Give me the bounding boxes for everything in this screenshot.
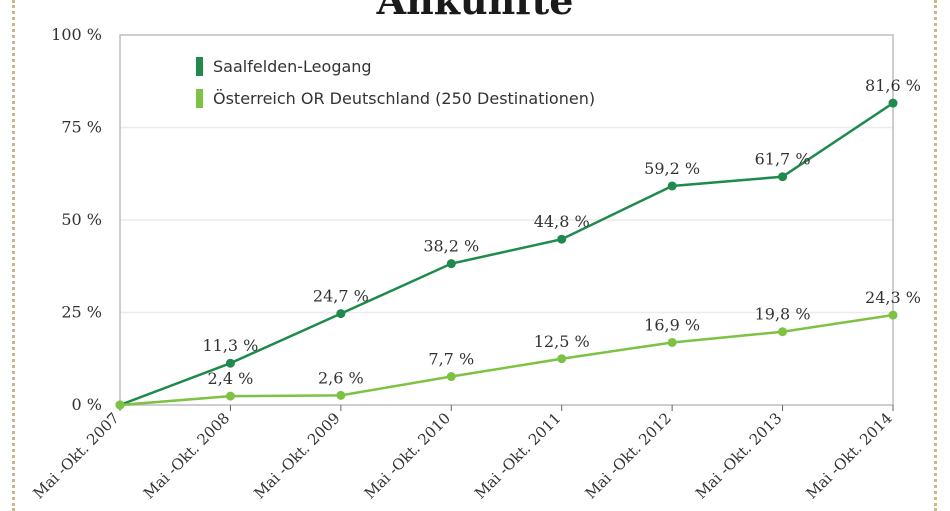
data-label: 81,6 % xyxy=(865,76,921,95)
data-point xyxy=(115,400,125,410)
y-tick-label: 50 % xyxy=(61,210,102,229)
legend-swatch xyxy=(196,57,203,76)
y-tick-label: 75 % xyxy=(61,118,102,137)
series-line xyxy=(119,313,894,407)
x-tick-label: Mai -Okt. 2009 xyxy=(250,409,343,502)
y-tick-label: 100 % xyxy=(51,25,102,44)
data-label: 16,9 % xyxy=(644,315,700,334)
data-label: 44,8 % xyxy=(534,212,590,231)
x-tick-label: Mai -Okt. 2010 xyxy=(361,409,454,502)
data-point xyxy=(225,391,235,401)
x-tick-label: Mai -Okt. 2007 xyxy=(29,409,122,502)
data-point xyxy=(667,181,677,191)
data-point xyxy=(336,309,346,319)
right-dotted-border xyxy=(934,0,937,511)
x-tick-label: Mai -Okt. 2011 xyxy=(471,409,564,502)
data-label: 11,3 % xyxy=(202,336,258,355)
data-label: 2,6 % xyxy=(318,368,364,387)
data-point xyxy=(557,354,567,364)
chart-title: Ankünfte xyxy=(376,0,574,23)
x-tick-label: Mai -Okt. 2013 xyxy=(692,409,785,502)
data-label: 12,5 % xyxy=(534,332,590,351)
data-point xyxy=(557,234,567,244)
data-label: 19,8 % xyxy=(755,305,811,324)
data-point xyxy=(225,358,235,368)
left-dotted-border xyxy=(12,0,15,511)
plot-frame xyxy=(119,34,894,406)
data-label: 24,3 % xyxy=(865,288,921,307)
legend-label: Saalfelden-Leogang xyxy=(213,57,372,76)
series-line xyxy=(119,102,894,407)
data-point xyxy=(888,310,898,320)
data-label: 2,4 % xyxy=(208,369,254,388)
data-point xyxy=(778,172,788,182)
data-label: 7,7 % xyxy=(428,350,474,369)
data-label: 38,2 % xyxy=(423,237,479,256)
x-tick-label: Mai -Okt. 2008 xyxy=(140,409,233,502)
data-point xyxy=(888,98,898,108)
legend-swatch xyxy=(196,89,203,108)
x-tick-label: Mai -Okt. 2012 xyxy=(582,409,675,502)
data-point xyxy=(446,372,456,382)
data-label: 61,7 % xyxy=(755,150,811,169)
data-label: 59,2 % xyxy=(644,159,700,178)
data-point xyxy=(336,390,346,400)
data-point xyxy=(667,337,677,347)
y-tick-label: 25 % xyxy=(61,303,102,322)
y-tick-label: 0 % xyxy=(72,395,102,414)
data-label: 24,7 % xyxy=(313,287,369,306)
data-point xyxy=(778,327,788,337)
x-tick-label: Mai -Okt. 2014 xyxy=(802,409,895,502)
data-point xyxy=(446,259,456,269)
legend-label: Österreich OR Deutschland (250 Destinati… xyxy=(213,89,595,108)
